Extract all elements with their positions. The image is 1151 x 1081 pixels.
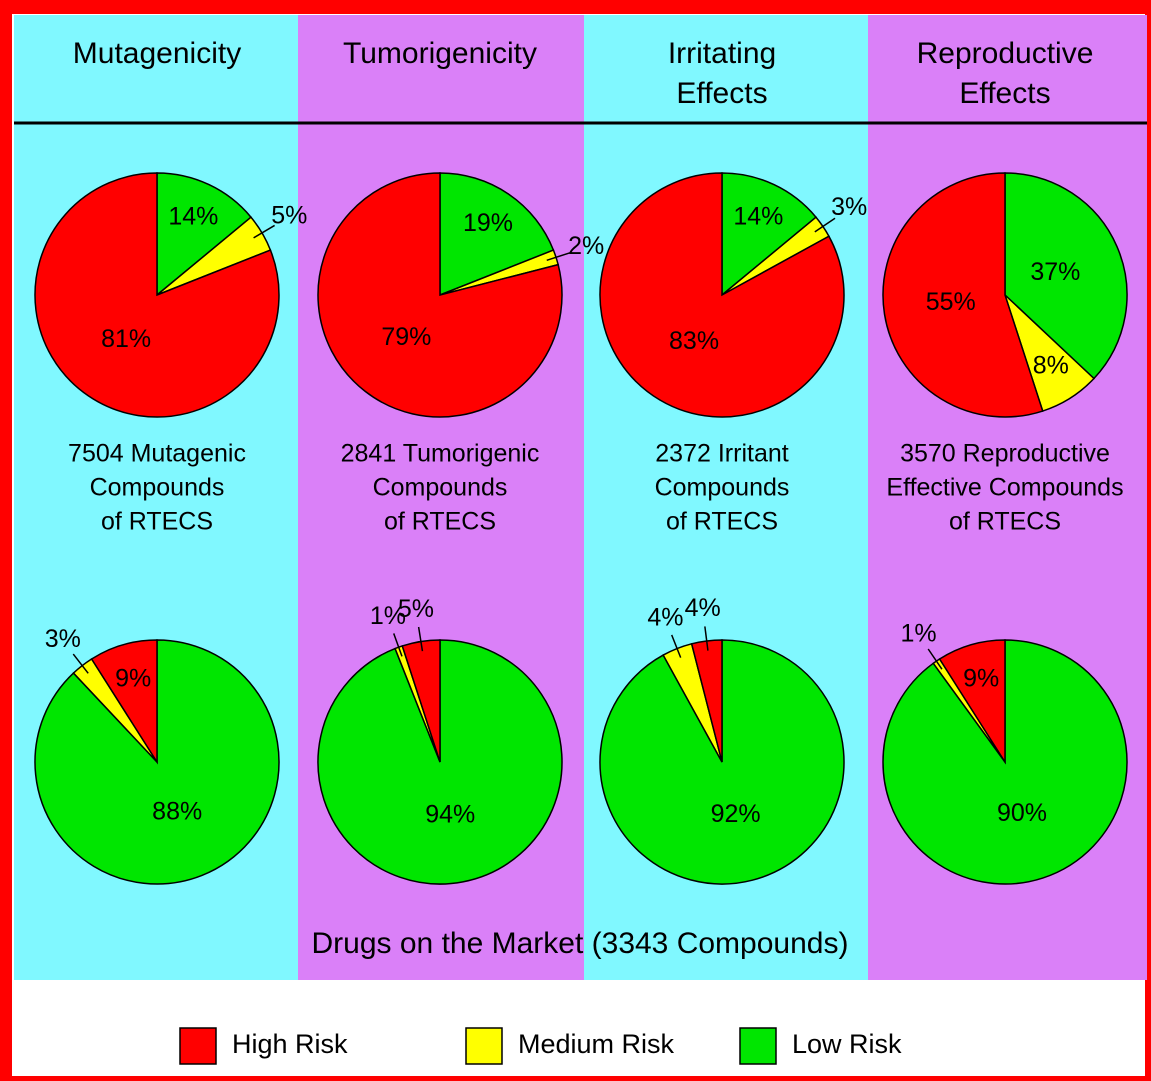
slice-label: 1% xyxy=(901,619,937,647)
column-header: Irritating xyxy=(668,37,776,70)
column-header: Tumorigenicity xyxy=(343,37,537,70)
leader-line xyxy=(814,217,836,233)
slice-label: 81% xyxy=(101,325,151,353)
slice-label: 2% xyxy=(568,232,604,260)
column-header: Reproductive xyxy=(917,37,1094,70)
pie-caption: of RTECS xyxy=(101,508,213,536)
leader-line xyxy=(72,653,89,674)
column-header: Effects xyxy=(959,77,1050,110)
leader-line xyxy=(927,648,943,670)
pie-slice xyxy=(439,172,555,297)
pie-caption: 7504 Mutagenic xyxy=(68,440,246,468)
pie-caption: 3570 Reproductive xyxy=(900,440,1110,468)
slice-label: 14% xyxy=(733,202,783,230)
legend-label: Low Risk xyxy=(792,1029,902,1059)
pie-caption: 2841 Tumorigenic xyxy=(341,440,540,468)
pie-slice xyxy=(599,172,845,418)
slice-label: 4% xyxy=(647,604,683,632)
pie-caption: Compounds xyxy=(373,474,508,502)
slice-label: 37% xyxy=(1030,258,1080,286)
pie-slice xyxy=(721,172,818,297)
slice-label: 5% xyxy=(271,201,307,229)
slice-label: 92% xyxy=(711,800,761,828)
column-header: Mutagenicity xyxy=(73,37,241,70)
leader-line xyxy=(546,252,571,262)
pie-slice xyxy=(317,172,563,418)
slice-label: 8% xyxy=(1033,352,1069,380)
pie-caption: Effective Compounds xyxy=(886,474,1123,502)
slice-label: 83% xyxy=(669,327,719,355)
slice-label: 9% xyxy=(963,665,999,693)
slice-label: 14% xyxy=(168,202,218,230)
slice-label: 90% xyxy=(997,799,1047,827)
slice-label: 88% xyxy=(152,798,202,826)
slice-label: 4% xyxy=(685,594,721,622)
pie-slice xyxy=(156,172,253,297)
pie-caption: of RTECS xyxy=(384,508,496,536)
leader-line xyxy=(704,626,709,651)
pie-slice xyxy=(882,172,1044,418)
slice-label: 55% xyxy=(926,288,976,316)
pie-caption: Compounds xyxy=(90,474,225,502)
pie-slice xyxy=(90,639,158,765)
legend-swatch xyxy=(465,1027,503,1065)
pie-caption: of RTECS xyxy=(949,508,1061,536)
leader-line xyxy=(253,224,275,239)
slice-label: 3% xyxy=(831,193,867,221)
pie-caption: 2372 Irritant xyxy=(655,440,788,468)
column-header: Effects xyxy=(676,77,767,110)
slice-label: 9% xyxy=(115,665,151,693)
slice-label: 19% xyxy=(463,209,513,237)
legend-swatch xyxy=(179,1027,217,1065)
pie-caption: Compounds xyxy=(655,474,790,502)
pie-slice xyxy=(938,639,1006,765)
slice-label: 1% xyxy=(370,602,406,630)
footer: Drugs on the Market (3343 Compounds) xyxy=(312,927,849,960)
slice-label: 5% xyxy=(398,595,434,623)
leader-line xyxy=(671,634,682,658)
legend-label: High Risk xyxy=(232,1029,348,1059)
legend-swatch xyxy=(739,1027,777,1065)
slice-label: 94% xyxy=(425,801,475,829)
leader-line xyxy=(417,626,424,652)
slice-label: 79% xyxy=(381,323,431,351)
legend-label: Medium Risk xyxy=(518,1029,675,1059)
leader-line xyxy=(393,633,403,657)
pie-caption: of RTECS xyxy=(666,508,778,536)
slice-label: 3% xyxy=(45,625,81,653)
pie-slice xyxy=(34,172,280,418)
pie-slice xyxy=(1004,172,1128,380)
